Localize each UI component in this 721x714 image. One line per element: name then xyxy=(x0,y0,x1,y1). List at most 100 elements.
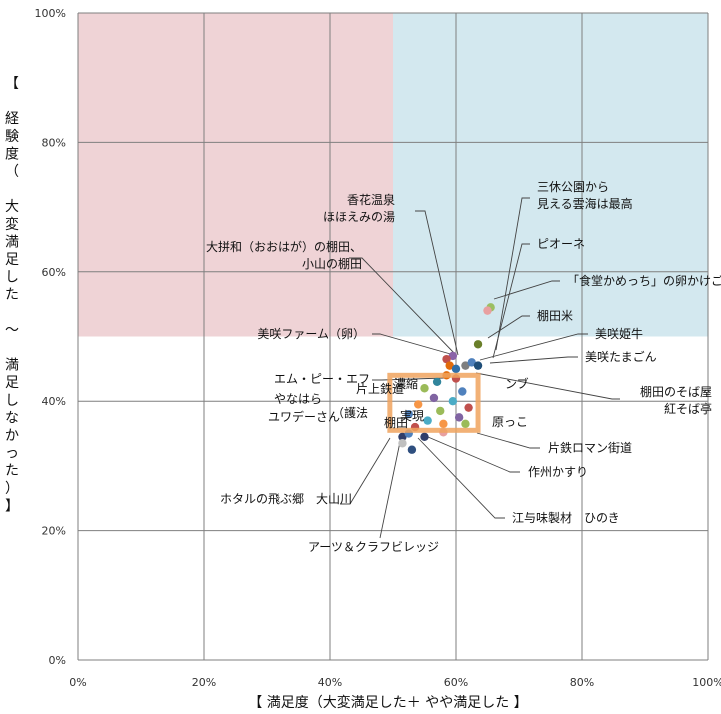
point-label: 美咲ファーム（卵） xyxy=(257,326,365,341)
leader-line xyxy=(379,441,401,539)
y-axis-label-char: 験 xyxy=(5,129,19,145)
point-label: 美咲姫牛 xyxy=(595,326,643,341)
point-label-line: 作州かすり xyxy=(528,465,588,479)
point-label: 江与味製材 ひのき xyxy=(512,511,620,525)
point-label-line: ユワデーさん xyxy=(268,409,340,424)
y-axis-label-char: 度 xyxy=(5,146,19,162)
plot-background xyxy=(78,13,708,660)
leader-line xyxy=(427,436,520,473)
y-axis-label-char: た xyxy=(5,287,19,303)
leader-line xyxy=(479,333,588,361)
cluster-label: 片上鉄道 xyxy=(356,381,404,396)
point-label-line: 「食堂かめっち」の卵かけご飯 xyxy=(567,273,721,288)
point-label: 香花温泉ほほえみの湯 xyxy=(323,192,395,224)
point-label-line: アーツ＆クラフビレッジ xyxy=(308,540,439,554)
highlight-box xyxy=(387,372,481,433)
point-label: 大拼和（おおはが）の棚田、小山の棚田 xyxy=(206,239,362,271)
data-point xyxy=(445,361,454,370)
data-point xyxy=(473,340,483,349)
point-label-line: 美咲姫牛 xyxy=(595,326,643,341)
y-axis-label-char: （ xyxy=(5,164,19,180)
x-tick-label: 0% xyxy=(69,676,86,689)
cluster-label: 実現 xyxy=(400,408,424,423)
x-tick-label: 60% xyxy=(444,676,468,689)
point-label-line: やなはら xyxy=(274,392,322,406)
data-point xyxy=(432,377,442,386)
y-axis-label-char: 足 xyxy=(5,252,19,268)
blue-quadrant xyxy=(393,13,708,337)
y-axis-label-char: か xyxy=(5,428,19,444)
pink-quadrant xyxy=(78,13,393,337)
leader-line xyxy=(495,197,530,351)
y-axis-label-char: っ xyxy=(5,446,19,462)
leader-line xyxy=(340,437,391,505)
data-point xyxy=(429,393,439,403)
data-point xyxy=(423,416,432,425)
x-axis-label: 【 満足度（大変満足した＋ やや満足した 】 xyxy=(248,694,527,711)
leader-line xyxy=(476,432,540,449)
point-label: 片鉄ロマン街道 xyxy=(548,440,632,455)
point-label-line: 小山の棚田 xyxy=(302,256,362,271)
point-label-line: ほほえみの湯 xyxy=(323,210,395,224)
point-label: ピオーネ xyxy=(537,237,585,251)
leader-line xyxy=(487,315,530,339)
leader-line xyxy=(415,210,459,356)
cluster-label: 原っこ xyxy=(492,415,528,429)
data-point xyxy=(414,400,423,409)
y-tick-label: 20% xyxy=(42,525,66,538)
y-tick-label: 60% xyxy=(42,266,66,279)
cluster-label: 濃縮 xyxy=(394,376,418,391)
leader-line xyxy=(475,372,620,400)
point-label: 棚田米 xyxy=(537,308,573,323)
y-axis-label-char: 満 xyxy=(5,234,19,250)
point-label-line: ホタルの飛ぶ郷 大山川 xyxy=(220,492,352,506)
data-point xyxy=(461,361,470,370)
y-tick-label: 100% xyxy=(35,7,66,20)
data-points xyxy=(398,303,495,454)
leader-line xyxy=(372,333,455,356)
point-label-line: 三休公園から xyxy=(537,180,609,194)
y-axis-label-char: 変 xyxy=(5,216,19,233)
point-label: ホタルの飛ぶ郷 大山川 xyxy=(220,492,352,506)
point-label-line: 香花温泉 xyxy=(347,192,395,207)
axis-ticks: 0% 20% 40% 60% 80% 100% 0% 20% 40% 60% 80% 100% xyxy=(35,7,721,689)
y-axis-label-char: し xyxy=(5,393,19,409)
data-point xyxy=(454,413,464,422)
x-tick-label: 80% xyxy=(570,676,594,689)
leader-line xyxy=(493,280,560,300)
grid-lines xyxy=(77,12,709,661)
y-axis-label-char: 大 xyxy=(5,199,19,215)
point-label: 棚田のそば屋紅そば亭 xyxy=(640,384,712,416)
point-label: ユワデーさん xyxy=(268,409,340,424)
y-axis-label-char: な xyxy=(5,410,19,426)
point-label-line: 棚田のそば屋 xyxy=(640,384,712,399)
point-label: やなはら xyxy=(274,392,322,406)
cluster-label: （護法 xyxy=(332,405,368,420)
point-label: 三休公園から見える雲海は最高 xyxy=(537,180,633,211)
point-label-line: 棚田米 xyxy=(537,308,573,323)
y-axis-label-char: 満 xyxy=(5,358,19,374)
data-point xyxy=(439,419,448,429)
x-tick-label: 40% xyxy=(318,676,342,689)
x-tick-label: 100% xyxy=(692,676,721,689)
y-axis-label-char: ） xyxy=(5,481,19,497)
point-label-line: 美咲ファーム（卵） xyxy=(257,326,365,341)
y-axis-label-char: た xyxy=(5,463,19,479)
leader-line xyxy=(489,356,578,364)
point-label: エム・ピー・エフ xyxy=(274,372,370,386)
data-point xyxy=(407,445,417,454)
y-axis-label-char: ～ xyxy=(5,322,19,338)
leader-line xyxy=(492,243,530,359)
annotation-leaders xyxy=(340,197,620,539)
x-tick-label: 20% xyxy=(192,676,216,689)
leader-line xyxy=(372,377,445,381)
data-point xyxy=(483,306,492,315)
y-axis-label-char: 】 xyxy=(5,498,19,514)
cluster-label: ンブ xyxy=(505,376,529,391)
y-tick-label: 80% xyxy=(42,136,66,149)
data-point xyxy=(467,358,476,367)
point-label-line: ピオーネ xyxy=(537,237,585,251)
point-label-line: 美咲たまごん xyxy=(585,349,657,364)
